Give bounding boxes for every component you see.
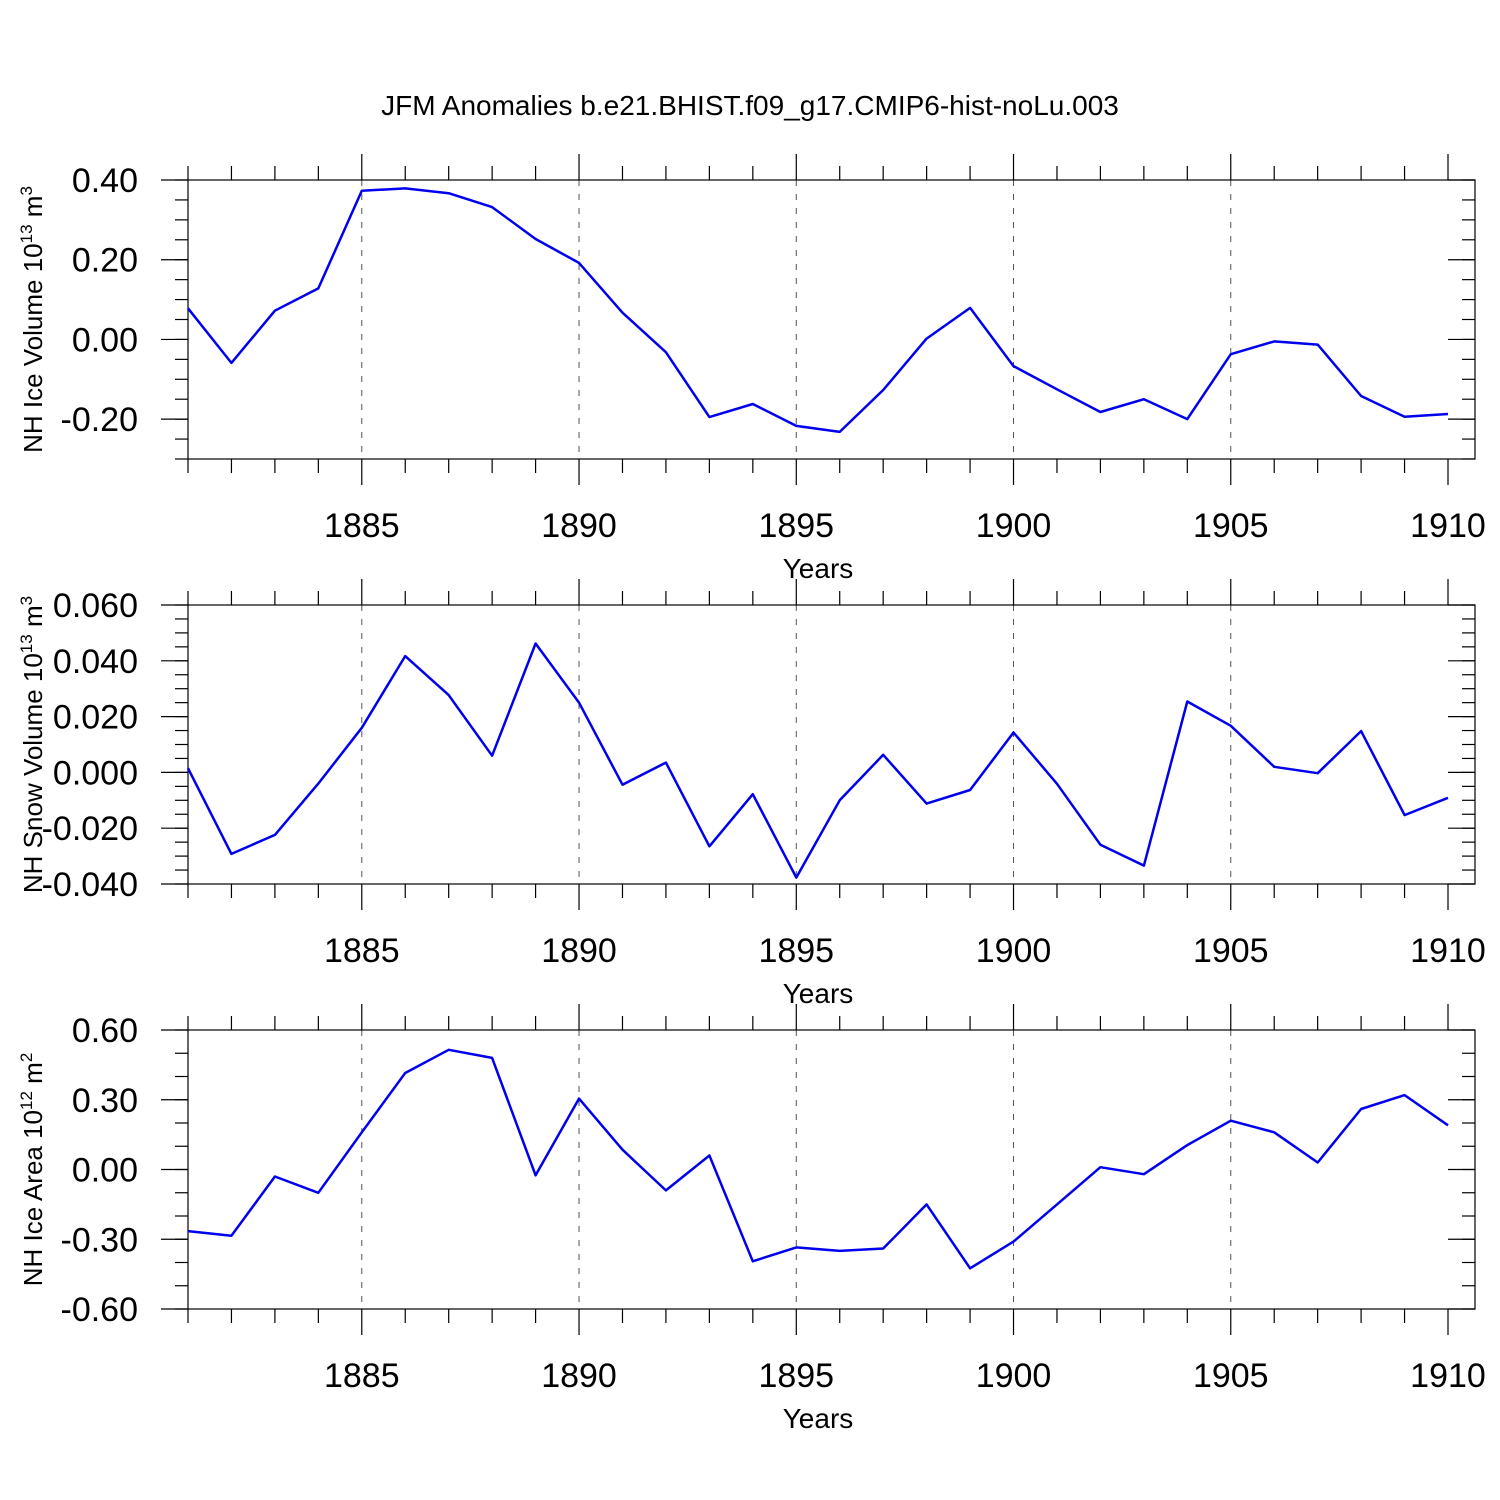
plot-frame — [187, 1029, 1476, 1310]
x-axis-label: Years — [783, 978, 854, 1009]
y-tick-label: 0.40 — [72, 162, 138, 200]
y-axis-label-base: NH Ice Area 10 — [18, 1110, 48, 1286]
y-axis-label: NH Ice Area 1012 m2 — [17, 1053, 48, 1287]
x-tick-label: 1905 — [1193, 1357, 1269, 1395]
y-tick-label: -0.30 — [61, 1221, 139, 1259]
plot-frame — [187, 604, 1476, 885]
x-tick-label: 1895 — [758, 932, 834, 970]
x-tick-label: 1895 — [758, 1357, 834, 1395]
x-tick-label: 1905 — [1193, 507, 1269, 545]
x-tick-label: 1890 — [541, 932, 617, 970]
x-tick-label: 1910 — [1410, 1357, 1486, 1395]
chart-panel-3: 0.60 0.30 0.00 -0.30 -0.60 1885 1890 1895 1900 19… — [17, 1004, 1486, 1434]
plot-frame — [187, 179, 1476, 460]
x-tick-label: 1890 — [541, 507, 617, 545]
y-tick-label: 0.020 — [53, 699, 138, 737]
figure-title: JFM Anomalies b.e21.BHIST.f09_g17.CMIP6-… — [381, 90, 1119, 121]
x-tick-label: 1885 — [324, 507, 400, 545]
chart-panel-2: 0.060 0.040 0.020 0.000 -0.020 -0.040 1885 1890… — [17, 579, 1486, 1009]
series-line — [187, 1048, 1449, 1270]
y-axis-label-sup: 13 — [17, 224, 36, 243]
x-tick-label: 1895 — [758, 507, 834, 545]
y-tick-label: 0.30 — [72, 1082, 138, 1120]
y-axis-label-base: NH Snow Volume 10 — [18, 653, 48, 893]
x-tick-label: 1900 — [976, 507, 1052, 545]
y-axis-label-unit-sup: 3 — [17, 596, 36, 605]
y-tick-label: 0.00 — [72, 1152, 138, 1190]
y-tick-label: 0.040 — [53, 643, 138, 681]
x-tick-label: 1885 — [324, 932, 400, 970]
y-axis-label: NH Ice Volume 1013 m3 — [17, 186, 48, 453]
x-tick-label: 1900 — [976, 1357, 1052, 1395]
y-tick-label: -0.040 — [42, 866, 138, 904]
y-tick-label: 0.000 — [53, 754, 138, 792]
y-tick-label: -0.20 — [61, 401, 139, 439]
series-line — [187, 187, 1449, 434]
x-tick-label: 1885 — [324, 1357, 400, 1395]
x-tick-label: 1890 — [541, 1357, 617, 1395]
x-tick-label: 1910 — [1410, 932, 1486, 970]
chart-panel-1: 0.40 0.20 0.00 -0.20 1885 1890 1895 1900 1905 191… — [17, 154, 1486, 584]
x-tick-label: 1905 — [1193, 932, 1269, 970]
y-tick-label: 0.00 — [72, 321, 138, 359]
x-tick-label: 1910 — [1410, 507, 1486, 545]
y-axis-label-unit: m — [18, 605, 48, 634]
y-axis-label-sup: 13 — [17, 634, 36, 653]
y-axis-label-unit: m — [18, 1062, 48, 1091]
y-tick-label: -0.020 — [42, 810, 138, 848]
x-tick-label: 1900 — [976, 932, 1052, 970]
y-tick-label: 0.060 — [53, 587, 138, 625]
y-axis-label-unit-sup: 2 — [17, 1053, 36, 1062]
series-line — [186, 642, 1449, 879]
y-tick-label: 0.60 — [72, 1012, 138, 1050]
x-axis-label: Years — [783, 1403, 854, 1434]
y-axis-label: NH Snow Volume 1013 m3 — [17, 596, 48, 893]
x-axis-label: Years — [783, 553, 854, 584]
y-tick-label: 0.20 — [72, 242, 138, 280]
y-axis-label-unit-sup: 3 — [17, 186, 36, 195]
y-axis-label-base: NH Ice Volume 10 — [18, 243, 48, 453]
y-axis-label-sup: 12 — [17, 1091, 36, 1110]
y-tick-label: -0.60 — [61, 1291, 139, 1329]
y-axis-label-unit: m — [18, 196, 48, 225]
